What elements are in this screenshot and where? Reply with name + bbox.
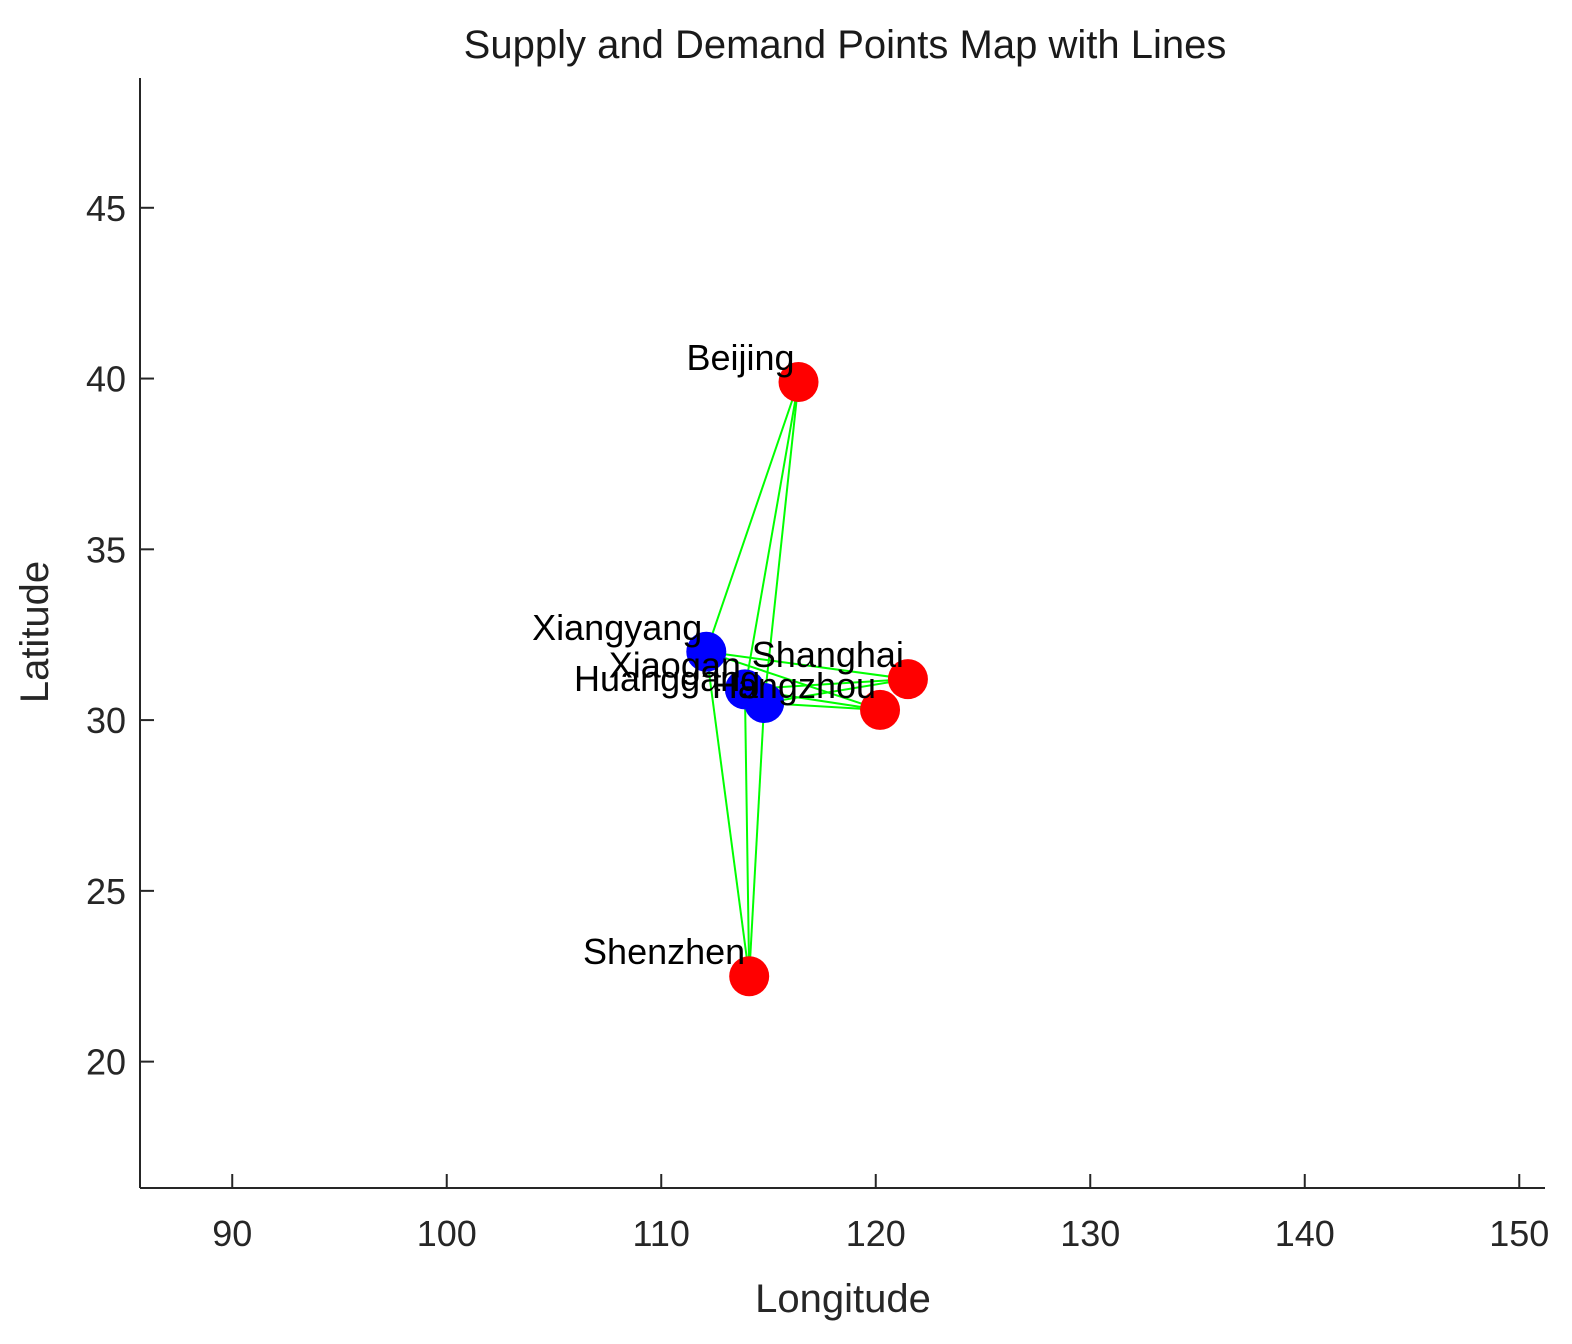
connection-line (743, 381, 800, 690)
points (686, 361, 928, 997)
demand-point (887, 659, 928, 700)
x-tick-label: 100 (417, 1213, 477, 1254)
demand-point (729, 956, 770, 997)
point-label: Shanghai (752, 634, 904, 675)
y-tick-label: 40 (86, 359, 126, 400)
point-label: Shenzhen (583, 931, 745, 972)
y-tick-label: 45 (86, 188, 126, 229)
connection-line (705, 650, 881, 711)
x-tick-label: 90 (212, 1213, 252, 1254)
chart-title: Supply and Demand Points Map with Lines (464, 23, 1227, 67)
y-axis-label: Latitude (13, 561, 57, 703)
x-tick-label: 150 (1489, 1213, 1549, 1254)
x-tick-label: 130 (1060, 1213, 1120, 1254)
point-label: Beijing (686, 337, 794, 378)
point-label: Hangzhou (712, 665, 876, 706)
x-tick-label: 120 (846, 1213, 906, 1254)
connection-line (763, 381, 800, 704)
supply-point (744, 683, 785, 724)
x-axis-label: Longitude (755, 1277, 931, 1321)
supply-point (686, 631, 727, 672)
y-tick-label: 20 (86, 1042, 126, 1083)
axes: 90 100 110 120 130 140 150 20 25 30 35 40 45 (86, 78, 1549, 1254)
connection-line (743, 689, 751, 977)
connection-line (748, 702, 766, 977)
demand-point (860, 689, 901, 730)
connection-line (764, 678, 909, 705)
x-tick-label: 140 (1275, 1213, 1335, 1254)
point-label: Xiangyang (532, 607, 702, 648)
point-label: Huanggang (574, 658, 760, 699)
connection-line (705, 651, 751, 977)
y-tick-label: 35 (86, 529, 126, 570)
y-tick-label: 30 (86, 700, 126, 741)
x-ticks: 90 100 110 120 130 140 150 (212, 1174, 1549, 1254)
point-label: Xiaogan (609, 644, 741, 685)
demand-point (778, 361, 819, 402)
y-ticks: 20 25 30 35 40 45 (86, 188, 154, 1083)
y-tick-label: 25 (86, 871, 126, 912)
connection-line (705, 381, 800, 653)
connection-line (706, 650, 909, 681)
x-tick-label: 110 (633, 1213, 690, 1254)
